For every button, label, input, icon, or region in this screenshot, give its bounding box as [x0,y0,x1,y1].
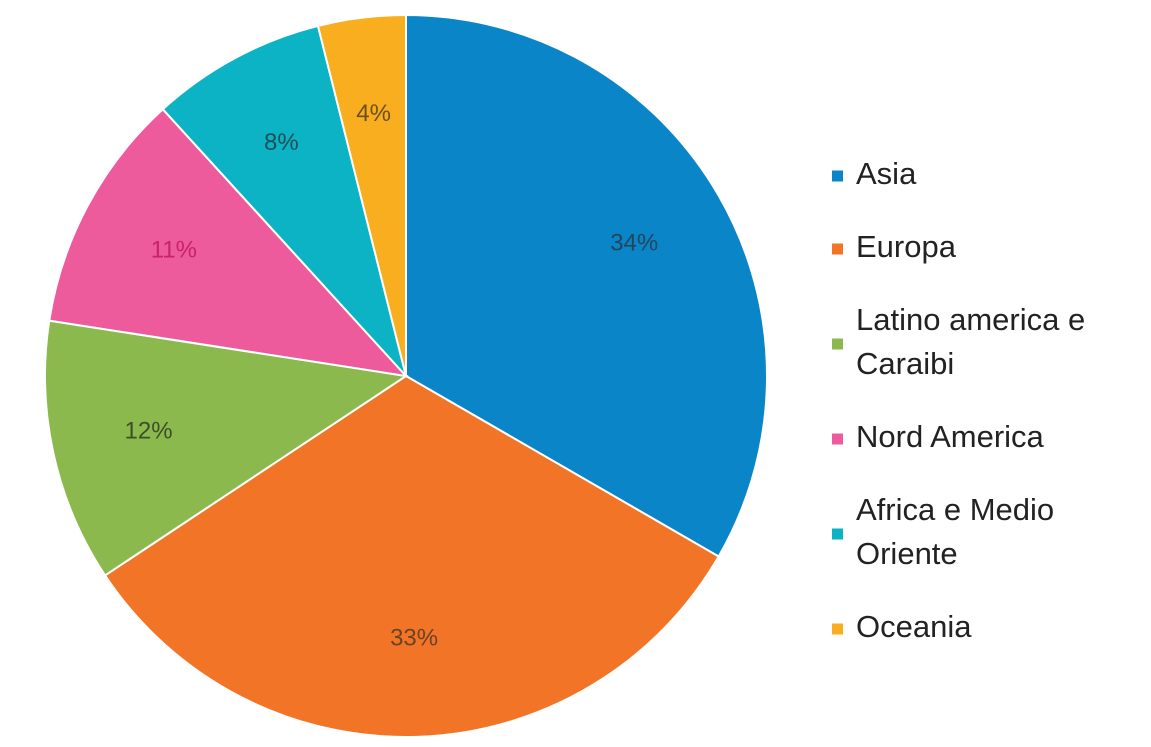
legend-label: Asia [856,156,917,191]
legend-marker [832,338,843,350]
legend-item: Asia [832,156,917,191]
legend-label: Nord America [856,419,1045,454]
slice-value-label: 12% [125,418,173,445]
legend-marker [832,623,843,635]
legend-item: Europa [832,229,957,264]
pie-labels: 34% 33% 12% 11% 8% 4% [125,100,659,652]
legend-marker [832,170,843,182]
legend-item: Nord America [832,419,1045,454]
pie-slice-nord-america [48,107,409,378]
slice-value-label: 8% [264,129,299,156]
legend-item: Oceania [832,609,972,644]
legend-label: Africa e Medio Oriente [856,492,1054,571]
pie-slices [44,13,768,738]
legend-marker [832,243,843,255]
slice-value-label: 4% [356,100,391,127]
pie-slice-asia [405,13,768,558]
pie-slice-africa-e-medio-oriente [161,24,407,377]
legend: Asia Europa Latino america e Caraibi Nord Am… [832,156,1085,644]
legend-label: Europa [856,229,957,264]
legend-label: Latino america e Caraibi [856,302,1085,381]
legend-item: Africa e Medio Oriente [832,492,1054,571]
legend-marker [832,528,843,540]
slice-value-label: 33% [390,625,438,652]
slice-value-label: 34% [610,230,658,257]
slice-value-label: 11% [151,237,197,264]
legend-marker [832,433,843,445]
pie-slice-europa [103,374,721,738]
legend-label: Oceania [856,609,972,644]
pie-slice-oceania [316,13,407,377]
pie-slice-latino-america-e-caraibi [44,319,409,577]
legend-item: Latino america e Caraibi [832,302,1085,381]
